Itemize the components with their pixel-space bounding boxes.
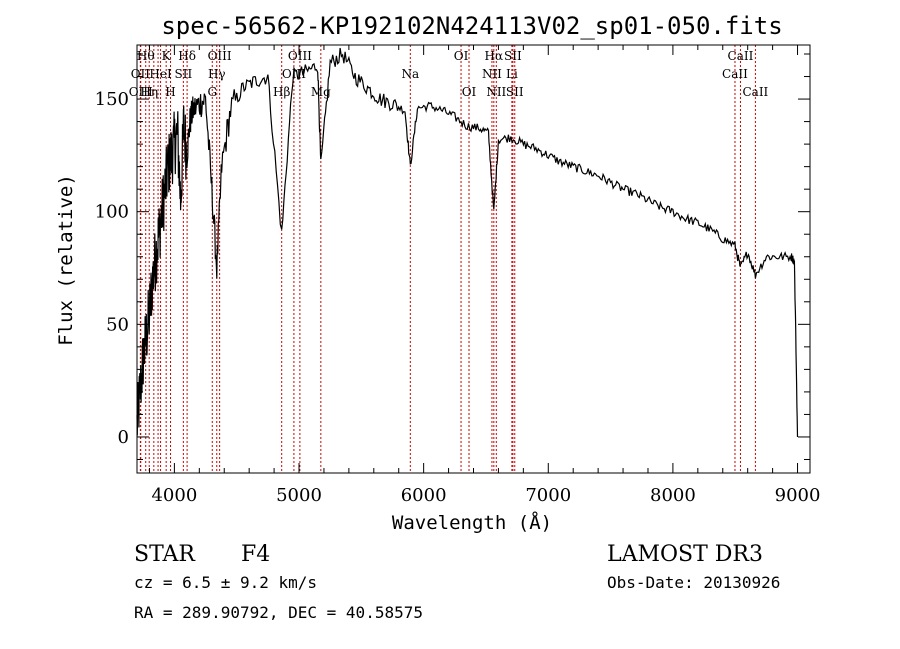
coordinates-text: RA = 289.90792, DEC = 40.58575 (134, 603, 423, 622)
x-tick-label: 9000 (775, 485, 821, 506)
y-tick-label: 150 (95, 89, 129, 110)
x-tick-label: 4000 (151, 485, 197, 506)
line-marker-label: OI (454, 49, 469, 63)
line-marker-label: Hα (485, 49, 504, 63)
line-marker-label: CaII (728, 49, 754, 63)
line-marker-label: OI (462, 85, 477, 99)
x-axis-label: Wavelength (Å) (392, 511, 552, 534)
line-marker-label: OII (131, 67, 151, 81)
line-marker-label: SII (506, 85, 524, 99)
y-tick-label: 100 (95, 202, 129, 223)
line-marker-label: NII (486, 85, 506, 99)
line-marker-label: OIII (208, 49, 232, 63)
line-marker-label: Hη (140, 85, 158, 99)
x-tick-label: 7000 (525, 485, 571, 506)
line-marker-label: H (165, 85, 175, 99)
plot-frame (136, 44, 811, 474)
line-marker-label: CaII (722, 67, 748, 81)
chart-title: spec-56562-KP192102N424113V02_sp01-050.f… (161, 12, 782, 40)
x-tick-label: 6000 (401, 485, 447, 506)
line-marker-label: Hθ (137, 49, 155, 63)
x-tick-label: 5000 (276, 485, 322, 506)
redshift-text: cz = 6.5 ± 9.2 km/s (134, 573, 317, 592)
y-axis-label: Flux (relative) (55, 174, 77, 346)
line-marker-label: Li (506, 67, 518, 81)
line-marker-label: OIII (129, 85, 153, 99)
line-marker-label: Na (401, 67, 419, 81)
line-marker-label: HeI (149, 67, 172, 81)
line-marker-labels: OIIOIIIHθHηHeIKHSIIHδGHγOIIIHβOIIIOIIIMg… (129, 49, 769, 99)
line-marker-label: Hδ (178, 49, 196, 63)
line-marker-label: NII (482, 67, 502, 81)
x-tick-label: 8000 (650, 485, 696, 506)
line-marker-label: SII (175, 67, 193, 81)
line-marker-label: G (207, 85, 217, 99)
y-tick-label: 0 (118, 427, 129, 448)
obs-date-text: Obs-Date: 20130926 (607, 573, 780, 592)
line-marker-label: Hγ (208, 67, 226, 81)
x-axis-ticks: 4000 5000 6000 7000 8000 9000 (148, 45, 821, 506)
object-class: STAR (134, 542, 196, 567)
line-marker-label: Mg (311, 85, 331, 99)
line-markers (139, 45, 756, 473)
y-axis-ticks: 0 50 100 150 (95, 53, 810, 460)
spectrum-line (136, 47, 799, 438)
line-marker-label: CaII (742, 85, 768, 99)
object-subclass: F4 (241, 542, 270, 567)
y-tick-label: 50 (106, 314, 129, 335)
line-marker-label: OIII (288, 49, 312, 63)
line-marker-label: SII (504, 49, 522, 63)
line-marker-label: K (162, 49, 172, 63)
line-marker-label: Hβ (273, 85, 290, 99)
survey-name: LAMOST DR3 (607, 542, 763, 567)
